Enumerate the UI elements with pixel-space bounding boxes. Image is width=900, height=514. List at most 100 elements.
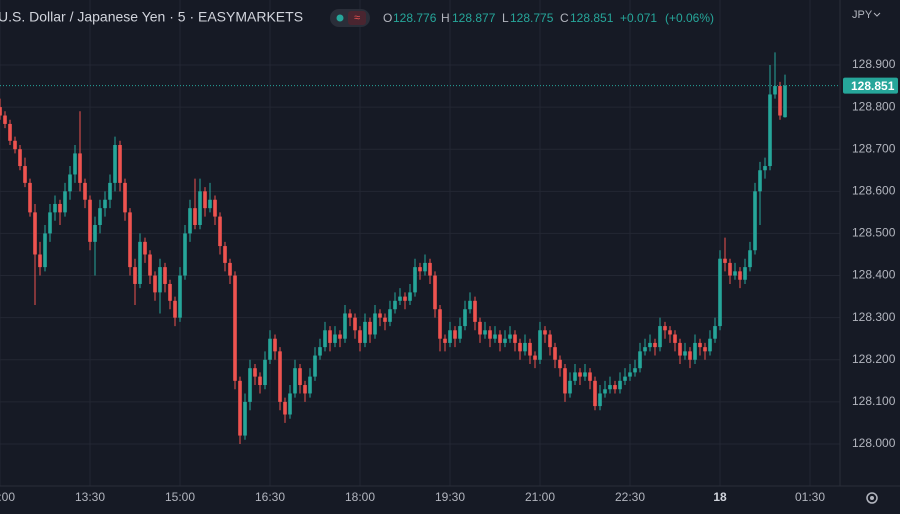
candle-body bbox=[763, 166, 767, 171]
candle-body bbox=[213, 199, 217, 217]
y-tick-label: 128.600 bbox=[852, 183, 896, 197]
candle-body bbox=[303, 385, 307, 394]
candle-body bbox=[203, 191, 207, 209]
x-tick-label: 18:00 bbox=[345, 490, 375, 504]
candle-body bbox=[338, 334, 342, 339]
candle-body bbox=[118, 144, 122, 183]
legend-label: O bbox=[383, 11, 392, 25]
candle-body bbox=[443, 338, 447, 343]
candle-body bbox=[208, 199, 212, 209]
candle-body bbox=[278, 351, 282, 402]
candle-body bbox=[113, 144, 117, 183]
currency[interactable]: JPY bbox=[852, 9, 873, 21]
candle-body bbox=[223, 246, 227, 263]
candle-body bbox=[733, 271, 737, 276]
candle-body bbox=[358, 330, 362, 343]
legend-value: 128.877 bbox=[452, 11, 496, 25]
candle-body bbox=[698, 342, 702, 348]
candle-body bbox=[463, 309, 467, 327]
candle-body bbox=[713, 326, 717, 339]
candle-body bbox=[243, 401, 247, 436]
candle-body bbox=[273, 338, 277, 352]
candle-body bbox=[718, 258, 722, 327]
candle-body bbox=[408, 292, 412, 301]
candle-body bbox=[123, 182, 127, 213]
candle-body bbox=[233, 275, 237, 381]
candle-body bbox=[413, 267, 417, 293]
y-tick-label: 128.200 bbox=[852, 352, 896, 366]
candle-body bbox=[48, 212, 52, 234]
candle-body bbox=[293, 368, 297, 394]
wave-icon[interactable] bbox=[348, 11, 366, 25]
candle-body bbox=[328, 330, 332, 343]
candle-body bbox=[398, 296, 402, 301]
candle-body bbox=[518, 342, 522, 352]
candle-body bbox=[608, 385, 612, 390]
candle-body bbox=[588, 372, 592, 381]
candle-body bbox=[683, 351, 687, 356]
candle-body bbox=[28, 182, 32, 213]
candle-body bbox=[383, 317, 387, 322]
candle-body bbox=[728, 262, 732, 276]
candle-body bbox=[178, 275, 182, 318]
candle-body bbox=[173, 300, 177, 318]
settings-icon[interactable] bbox=[866, 492, 878, 504]
candle-body bbox=[218, 216, 222, 247]
candle-body bbox=[228, 262, 232, 276]
gear-center bbox=[870, 496, 874, 500]
candle-body bbox=[168, 283, 172, 301]
candle-body bbox=[548, 334, 552, 348]
candle-body bbox=[288, 393, 292, 415]
candle-body bbox=[768, 94, 772, 167]
candle-body bbox=[513, 334, 517, 343]
legend-label: H bbox=[441, 11, 450, 25]
candle-body bbox=[88, 199, 92, 242]
candle-body bbox=[568, 380, 572, 394]
legend-label: C bbox=[560, 11, 569, 25]
candle-body bbox=[533, 355, 537, 360]
candle-body bbox=[648, 342, 652, 348]
candle-body bbox=[473, 300, 477, 322]
candle-body bbox=[143, 241, 147, 255]
candle-body bbox=[558, 359, 562, 369]
candle-body bbox=[308, 376, 312, 394]
candle-body bbox=[658, 326, 662, 348]
candle-body bbox=[708, 338, 712, 352]
candle-body bbox=[493, 334, 497, 339]
candle-body bbox=[3, 115, 7, 124]
status-dot bbox=[336, 14, 344, 22]
legend-value: 128.775 bbox=[510, 11, 554, 25]
candle-body bbox=[18, 149, 22, 167]
candle-body bbox=[483, 330, 487, 335]
candle-body bbox=[748, 250, 752, 268]
candle-body bbox=[133, 267, 137, 284]
x-tick-label: 19:30 bbox=[435, 490, 465, 504]
candle-body bbox=[393, 300, 397, 310]
candle-body bbox=[678, 342, 682, 356]
candle-body bbox=[573, 372, 577, 381]
last-price-label: 128.851 bbox=[851, 79, 895, 93]
x-tick-label: 01:30 bbox=[795, 490, 825, 504]
candle-body bbox=[43, 233, 47, 268]
candle-body bbox=[428, 262, 432, 276]
y-tick-label: 128.000 bbox=[852, 436, 896, 450]
x-tick-label: 16:30 bbox=[255, 490, 285, 504]
candle-body bbox=[73, 153, 77, 175]
candle-body bbox=[438, 309, 442, 339]
candle-body bbox=[268, 338, 272, 360]
change-percent: (+0.06%) bbox=[665, 11, 714, 25]
y-tick-label: 128.900 bbox=[852, 57, 896, 71]
candle-body bbox=[623, 376, 627, 381]
legend-label: L bbox=[502, 11, 509, 25]
candle-body bbox=[693, 342, 697, 360]
candle-body bbox=[638, 351, 642, 369]
x-tick-label: 21:00 bbox=[525, 490, 555, 504]
candle-body bbox=[508, 334, 512, 339]
legend-value: 128.776 bbox=[393, 11, 437, 25]
candle-body bbox=[78, 153, 82, 183]
candle-body bbox=[503, 338, 507, 343]
candle-body bbox=[603, 389, 607, 394]
candle-body bbox=[458, 326, 462, 339]
candle-body bbox=[83, 182, 87, 200]
candle-body bbox=[388, 309, 392, 322]
